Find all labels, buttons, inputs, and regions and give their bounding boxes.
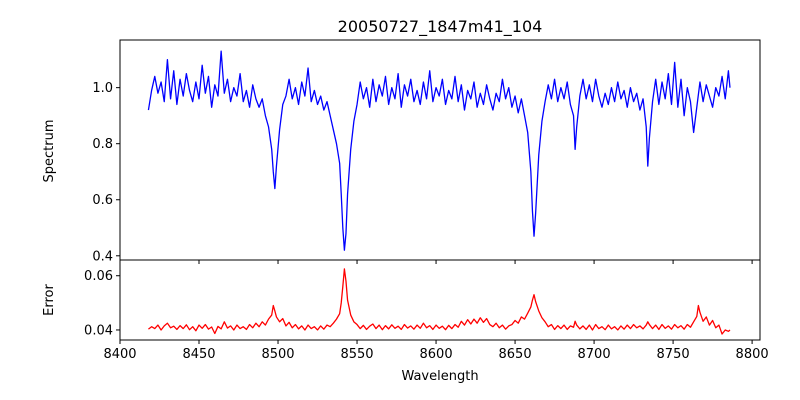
error-y-tick-label: 0.04 — [84, 323, 113, 338]
x-tick-label: 8750 — [657, 347, 690, 362]
spectrum-y-tick-label: 1.0 — [92, 81, 113, 96]
x-axis-label: Wavelength — [401, 369, 478, 384]
error-y-tick-label: 0.06 — [84, 269, 113, 284]
x-tick-label: 8550 — [340, 347, 373, 362]
x-tick-label: 8800 — [736, 347, 769, 362]
x-tick-label: 8400 — [103, 347, 136, 362]
error-series-layer — [148, 268, 731, 335]
error-y-axis-label: Error — [42, 284, 57, 316]
chart-title: 20050727_1847m41_104 — [338, 17, 543, 37]
spectrum-y-axis-label: Spectrum — [42, 120, 57, 183]
x-tick-label: 8700 — [578, 347, 611, 362]
spectrum-y-tick-label: 0.6 — [92, 193, 113, 208]
x-tick-label: 8450 — [182, 347, 215, 362]
x-tick-label: 8600 — [420, 347, 453, 362]
error-y-ticks: 0.04 0.06 — [84, 269, 120, 338]
x-tick-label: 8650 — [499, 347, 532, 362]
x-tick-label: 8500 — [261, 347, 294, 362]
error-x-ticks: 8400 8450 8500 8550 8600 8650 8700 8750 8800 — [103, 340, 769, 362]
spectrum-series-layer — [147, 50, 731, 251]
error-axes-frame — [119, 259, 761, 341]
spectrum-y-tick-label: 0.4 — [92, 249, 113, 264]
error-series-line — [148, 268, 731, 335]
spectrum-series-line — [147, 50, 731, 251]
spectrum-y-tick-label: 0.8 — [92, 137, 113, 152]
error-panel: 0.04 0.06 8400 8450 8500 8550 8600 8650 8700 875… — [42, 259, 769, 362]
spectrum-y-ticks: 0.4 0.6 0.8 1.0 — [92, 81, 120, 264]
